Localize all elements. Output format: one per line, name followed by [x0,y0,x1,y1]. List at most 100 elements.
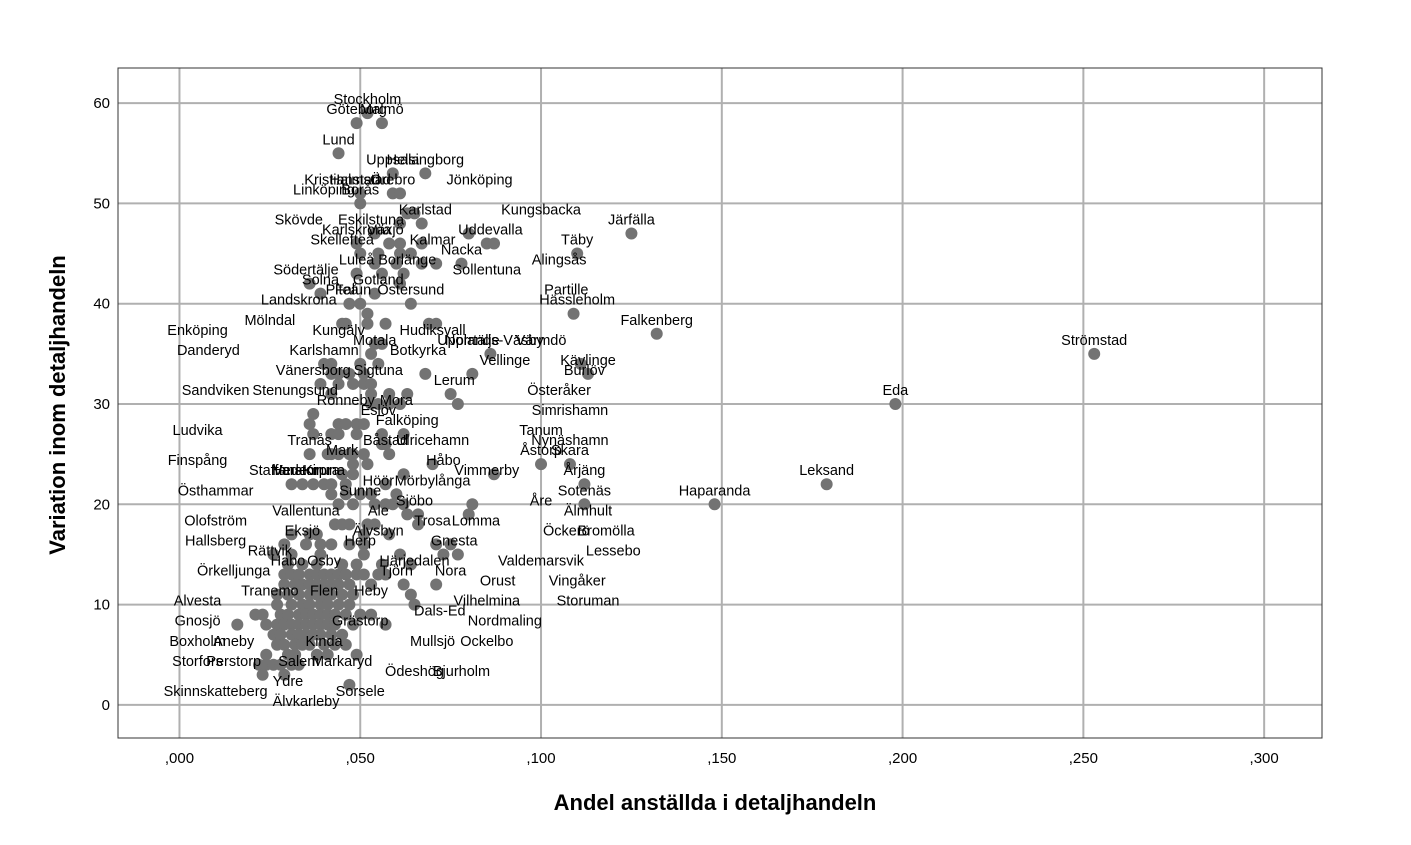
point-label: Härjedalen [379,554,449,570]
point-label: Lessebo [586,543,641,559]
data-point [350,648,363,661]
data-point [339,608,352,621]
data-point [314,628,327,641]
point-label: Herp [345,533,376,549]
point-label: Årjäng [563,462,605,479]
data-point [310,558,323,571]
data-point [379,618,392,631]
point-label: Ronneby [317,393,376,409]
data-point [328,608,341,621]
data-point [347,468,360,481]
x-tick-label: ,250 [1069,750,1098,767]
data-point [375,117,388,130]
data-point [419,367,432,380]
point-label: Luleå [339,253,375,269]
data-point [310,648,323,661]
data-point [375,337,388,350]
data-point [394,277,407,290]
data-point [578,478,591,491]
point-label: Alingsås [532,253,587,269]
point-label: Mullsjö [410,634,455,650]
point-label: Hudiksvall [400,323,466,339]
data-point [412,508,425,521]
y-axis-title: Variation inom detaljhandeln [45,255,70,555]
x-tick-label: ,050 [346,750,375,767]
data-point [650,327,663,340]
point-label: Flen [310,584,338,600]
data-point [336,558,349,571]
x-tick-label: ,200 [888,750,917,767]
data-point [303,598,316,611]
point-label: Vara [273,463,303,479]
data-point [361,107,374,120]
point-label: Aneby [213,634,255,650]
point-label: Karlstad [399,202,452,218]
point-label: Linköping [293,182,355,198]
point-label: Leksand [799,463,854,479]
data-point [332,428,345,441]
point-label: Staffanstorp [249,463,327,479]
data-point [231,618,244,631]
data-point [430,317,443,330]
data-point [271,588,284,601]
data-point [278,538,291,551]
data-point [303,418,316,431]
x-axis-title: Andel anställda i detaljhandeln [554,790,877,815]
point-label: Höör [363,473,395,489]
data-point [578,498,591,511]
point-label: Valdemarsvik [498,554,585,570]
data-point [365,608,378,621]
point-label: Stockholm [334,92,402,108]
data-point [354,297,367,310]
data-point [394,247,407,260]
data-point [260,618,273,631]
point-label: Bjurholm [433,664,490,680]
data-point [379,438,392,451]
data-point [307,408,320,421]
point-label: Grästorp [332,614,388,630]
data-point [303,448,316,461]
data-point [332,578,345,591]
point-label: Danderyd [177,343,240,359]
data-point [332,498,345,511]
data-point [278,638,291,651]
point-label: Sandviken [182,383,250,399]
data-point [415,257,428,270]
data-point [267,548,280,561]
data-point [325,387,338,400]
data-point [390,488,403,501]
data-point [383,398,396,411]
data-point [325,488,338,501]
data-point [332,367,345,380]
point-label: Järfälla [608,212,656,228]
x-tick-label: ,300 [1250,750,1279,767]
data-point [368,257,381,270]
data-point [401,508,414,521]
point-label: Falun [335,283,371,299]
data-point [462,227,475,240]
data-point [281,558,294,571]
data-point [350,237,363,250]
point-label: Rättvik [248,543,293,559]
data-point [430,538,443,551]
data-point [401,387,414,400]
data-point [567,307,580,320]
point-label: Dals-Ed [414,604,466,620]
point-label: Vimmerby [454,463,520,479]
point-label: Gnosjö [175,614,221,630]
point-label: Tranås [287,433,332,449]
point-label: Jönköping [447,172,513,188]
point-label: Kalmar [410,233,456,249]
data-point [437,548,450,561]
point-label: Vänersborg [276,363,351,379]
data-point [394,548,407,561]
data-point [375,558,388,571]
point-label: Sunne [339,483,381,499]
point-label: Skellefteå [310,233,375,249]
data-point [397,267,410,280]
data-point [347,377,360,390]
data-point [354,197,367,210]
point-label: Botkyrka [390,343,447,359]
data-point [339,418,352,431]
